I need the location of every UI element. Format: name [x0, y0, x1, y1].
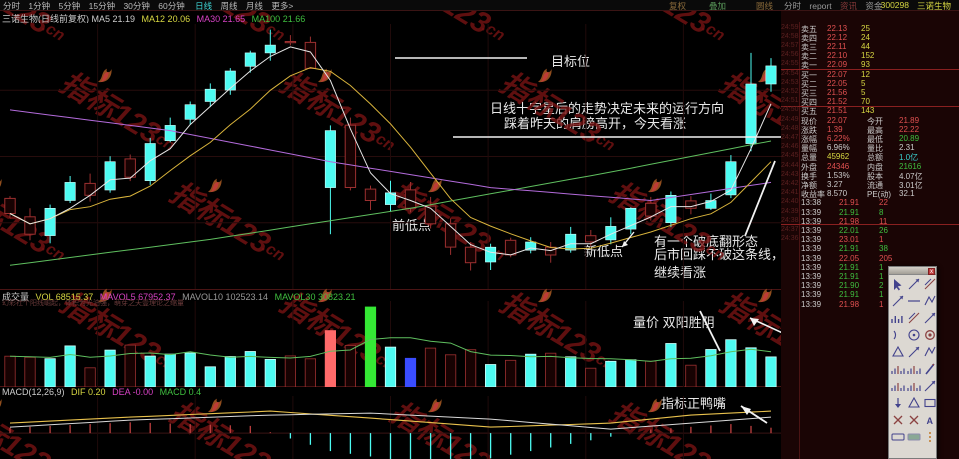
- svg-text:A: A: [927, 416, 934, 426]
